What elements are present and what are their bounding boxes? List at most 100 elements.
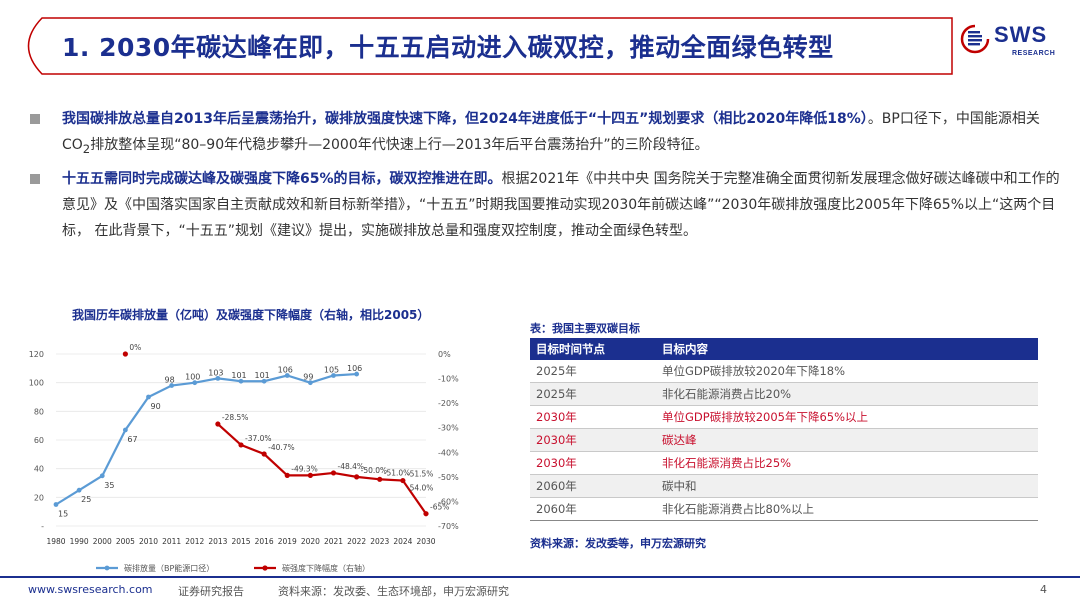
subscript: 2 xyxy=(82,141,91,156)
emission-point xyxy=(76,487,82,493)
intensity-data-label: -40.7% xyxy=(268,443,295,452)
y2-tick-label: -30% xyxy=(438,424,459,433)
intensity-data-label: -65% xyxy=(430,503,449,512)
bullet-square-icon xyxy=(30,114,40,124)
emission-point xyxy=(261,378,267,384)
bullet-item: 十五五需同时完成碳达峰及碳强度下降65%的目标，碳双控推进在即。根据2021年《… xyxy=(30,166,1060,244)
table-row: 2030年 非化石能源消费占比25% xyxy=(530,451,1038,475)
x-tick-label: 2020 xyxy=(301,537,320,546)
intensity-data-label: -28.5% xyxy=(222,413,249,422)
cell-content: 非化石能源消费占比80%以上 xyxy=(656,497,1038,521)
emissions-chart: 120 100 80 60 40 20 - 0% -10% -20% -30% -40% -50% -60… xyxy=(29,343,459,573)
table-header-row: 目标时间节点 目标内容 xyxy=(530,338,1038,360)
y-tick-label: 120 xyxy=(29,350,44,359)
x-tick-label: 2019 xyxy=(278,537,297,546)
intensity-data-label: -49.3% xyxy=(291,464,318,473)
y2-tick-label: -20% xyxy=(438,399,459,408)
title-bar: 1. 2030年碳达峰在即，十五五启动进入碳双控，推动全面绿色转型 xyxy=(0,0,1080,88)
emission-point xyxy=(284,373,290,378)
cell-content: 碳达峰 xyxy=(656,428,1038,452)
footer-divider xyxy=(0,576,1080,578)
footer-website-link[interactable]: www.swsresearch.com xyxy=(28,583,153,596)
column-header-content: 目标内容 xyxy=(656,338,1038,360)
emission-data-label: 106 xyxy=(278,366,293,375)
emission-data-label: 98 xyxy=(165,376,175,385)
x-tick-label: 2016 xyxy=(255,537,274,546)
intensity-point xyxy=(377,476,383,482)
table-source: 资料来源：发改委等，申万宏源研究 xyxy=(530,537,706,550)
emission-data-label: 90 xyxy=(151,402,161,411)
table-row: 2025年 单位GDP碳排放较2020年下降18% xyxy=(530,360,1038,383)
x-tick-label: 2005 xyxy=(116,537,135,546)
emission-point xyxy=(215,375,221,381)
cell-year: 2030年 xyxy=(530,428,656,452)
cell-year: 2030年 xyxy=(530,451,656,475)
emission-data-label: 101 xyxy=(231,371,246,380)
legend-label-intensity: 碳强度下降幅度（右轴） xyxy=(282,563,370,573)
x-tick-label: 2013 xyxy=(208,537,227,546)
x-tick-label: 2021 xyxy=(324,537,343,546)
y-tick-label: 60 xyxy=(34,436,44,445)
emission-data-label: 101 xyxy=(254,371,269,380)
intensity-data-label: 0% xyxy=(129,343,141,352)
emission-point xyxy=(354,371,360,377)
cell-content: 非化石能源消费占比20% xyxy=(656,382,1038,406)
cell-year: 2025年 xyxy=(530,360,656,383)
emission-point xyxy=(53,502,59,507)
emission-data-label: 25 xyxy=(81,495,91,504)
cell-year: 2060年 xyxy=(530,474,656,498)
intensity-point xyxy=(400,477,406,484)
intensity-point xyxy=(423,511,429,517)
emission-data-label: 100 xyxy=(185,373,200,382)
emission-point xyxy=(307,380,313,386)
legend-marker-intensity xyxy=(262,565,268,571)
legend-marker-emission xyxy=(104,565,110,571)
emission-data-label: 106 xyxy=(347,364,362,373)
intensity-data-label: -54.0% xyxy=(407,484,434,493)
footer-source: 资料来源：发改委、生态环境部，申万宏源研究 xyxy=(278,585,509,598)
chart-title: 我国历年碳排放量（亿吨）及碳强度下降幅度（右轴，相比2005） xyxy=(72,308,430,322)
emission-point xyxy=(192,380,198,386)
intensity-point xyxy=(284,472,290,478)
column-header-time: 目标时间节点 xyxy=(530,338,656,360)
title-frame xyxy=(27,17,953,75)
y2-tick-label: -60% xyxy=(438,497,459,506)
emission-data-label: 15 xyxy=(58,510,68,519)
bullet-item: 我国碳排放总量自2013年后呈震荡抬升，碳排放强度快速下降，但2024年进度低于… xyxy=(30,106,1060,162)
y2-tick-label: -50% xyxy=(438,473,459,482)
logo-subtext: RESEARCH xyxy=(1012,50,1056,57)
cell-content: 碳中和 xyxy=(656,474,1038,498)
table-row: 2025年 非化石能源消费占比20% xyxy=(530,382,1038,406)
bullet-list: 我国碳排放总量自2013年后呈震荡抬升，碳排放强度快速下降，但2024年进度低于… xyxy=(30,106,1060,248)
emission-point xyxy=(122,427,128,433)
y-tick-label: 20 xyxy=(34,493,44,502)
emission-data-label: 103 xyxy=(208,368,223,377)
emission-data-label: 99 xyxy=(303,373,313,382)
y-tick-label: 100 xyxy=(29,379,44,388)
table-caption: 表：我国主要双碳目标 xyxy=(530,322,640,335)
cell-content: 单位GDP碳排放较2020年下降18% xyxy=(656,360,1038,383)
y-tick-label: 40 xyxy=(34,465,44,474)
page-title: 1. 2030年碳达峰在即，十五五启动进入碳双控，推动全面绿色转型 xyxy=(62,33,834,62)
x-tick-label: 2024 xyxy=(393,537,412,546)
intensity-data-label: -37.0% xyxy=(245,434,272,443)
bullet-text: 根据2021年《中共中央 国务院关于完整准确全面贯彻新发展理念做好碳达峰碳中和工… xyxy=(62,170,1060,239)
emission-point xyxy=(331,373,336,378)
emission-data-label: 35 xyxy=(104,481,114,490)
cell-content: 单位GDP碳排放较2005年下降65%以上 xyxy=(656,405,1038,429)
intensity-point xyxy=(122,351,128,357)
table-row: 2030年 碳达峰 xyxy=(530,428,1038,452)
intensity-data-label: -51.0% xyxy=(384,468,411,477)
table-row: 2060年 碳中和 xyxy=(530,474,1038,498)
intensity-point xyxy=(261,451,267,457)
x-tick-label: 2023 xyxy=(370,537,389,546)
emission-data-label: 67 xyxy=(127,435,137,444)
cell-year: 2030年 xyxy=(530,405,656,429)
intensity-data-label: -48.4% xyxy=(338,462,365,471)
x-tick-label: 1980 xyxy=(46,537,65,546)
intensity-point xyxy=(215,421,221,427)
intensity-series-line xyxy=(217,423,427,515)
x-tick-label: 2011 xyxy=(162,537,181,546)
page-number: 4 xyxy=(1040,583,1047,596)
cell-year: 2025年 xyxy=(530,382,656,406)
